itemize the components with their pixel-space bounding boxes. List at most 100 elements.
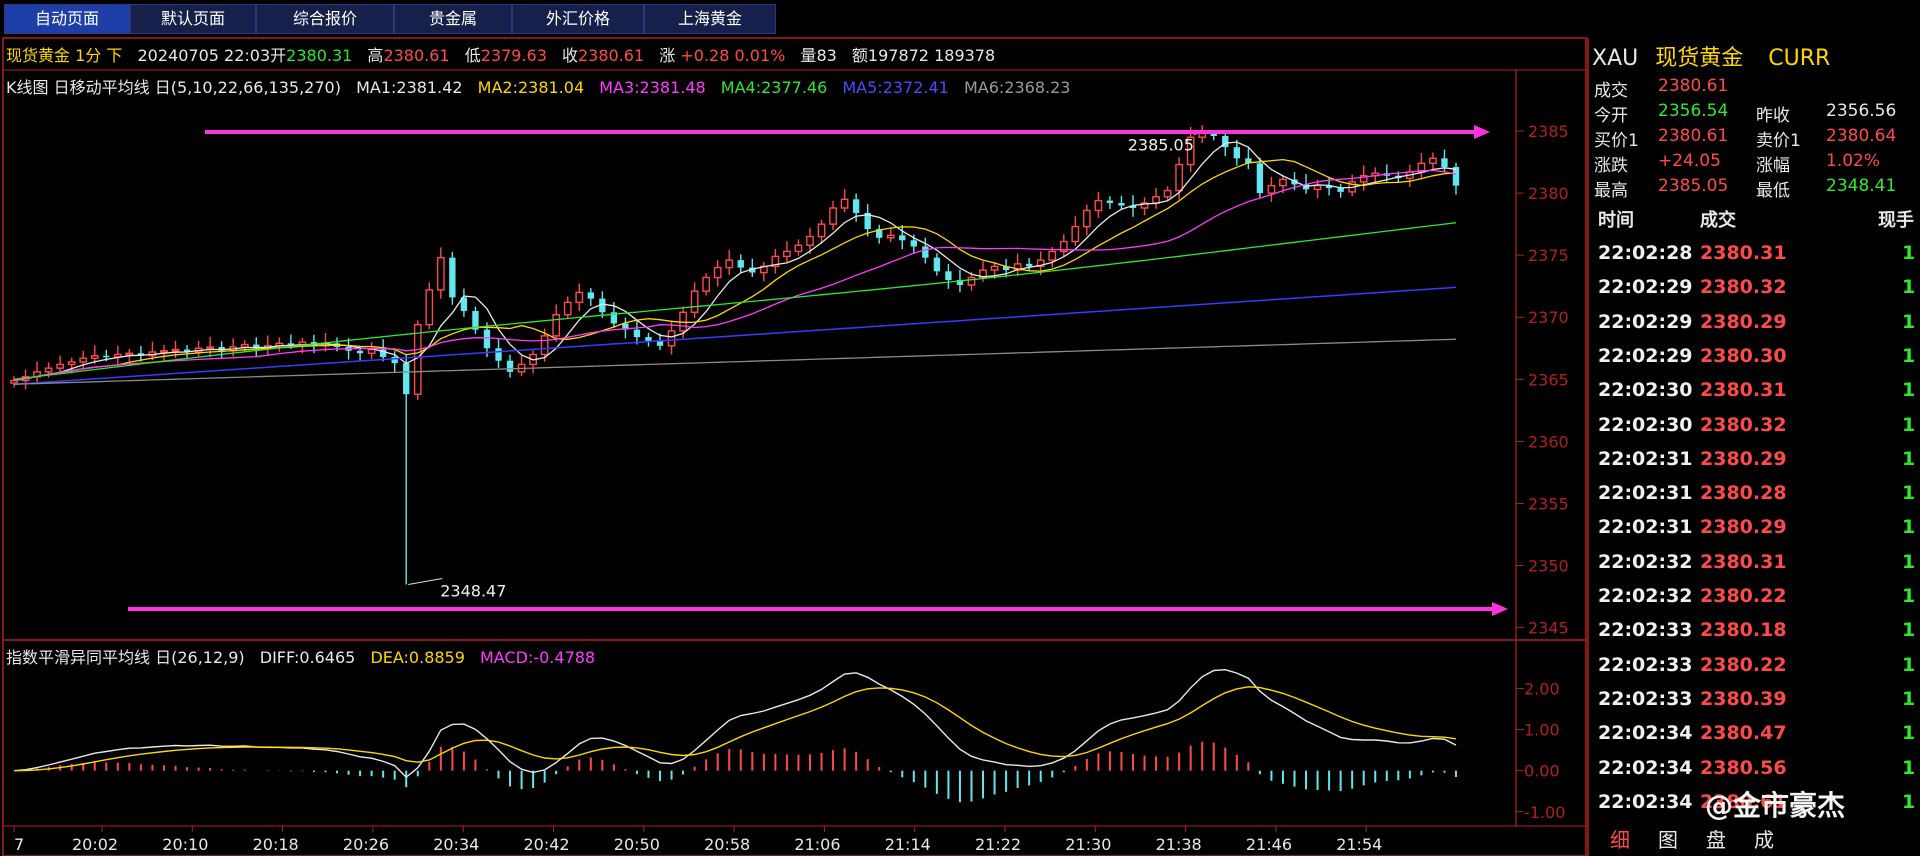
x-tick-label: 21:46: [1246, 835, 1292, 854]
x-tick-label: 20:18: [253, 835, 299, 854]
ma1-legend: MA1:2381.42: [356, 78, 463, 97]
ma5-legend: MA5:2372.41: [842, 78, 949, 97]
x-tick-label: 20:02: [72, 835, 118, 854]
ma2-line: [13, 158, 1457, 382]
x-tick-label: 21:06: [794, 835, 840, 854]
quote-value: 2348.41: [1826, 176, 1897, 196]
tick-time: 22:02:31: [1598, 447, 1693, 470]
tick-row: 22:02:30 2380.32 1: [1590, 414, 1920, 448]
low-value: 2379.63: [480, 46, 547, 65]
time-axis: 7 20:02 20:10 20:18 20:26 20:34 20:42 20:50 20:5…: [13, 826, 1382, 854]
candle-body-up: [1071, 225, 1080, 243]
tab-chart[interactable]: 图: [1658, 828, 1678, 852]
tick-volume: 1: [1902, 722, 1916, 745]
ma1-line: [13, 141, 1457, 382]
tick-price: 2380.31: [1700, 379, 1787, 402]
low-annotation: 2348.47: [440, 582, 506, 601]
change-label: 涨: [659, 46, 676, 65]
candle-body-up: [575, 291, 584, 304]
tick-volume: 1: [1902, 276, 1916, 299]
quote-panel: XAU 现货黄金 CURR 成交 2380.61 今开 2356.54 昨收 2356.5…: [1590, 36, 1920, 856]
candle-body-down: [1256, 163, 1264, 194]
y-tick-label: 2355: [1528, 494, 1569, 513]
candle-body-up: [725, 259, 734, 269]
quote-label: 今开: [1594, 106, 1628, 126]
diff-legend: DIFF:0.6465: [259, 648, 356, 667]
quote-value: 2380.61: [1658, 126, 1729, 146]
tick-time: 22:02:29: [1598, 276, 1693, 299]
candle-body-down: [356, 350, 364, 354]
quote-label: 成交: [1594, 81, 1628, 101]
tick-time: 22:02:31: [1598, 516, 1693, 539]
tick-row: 22:02:30 2380.31 1: [1590, 379, 1920, 413]
candle-body-down: [379, 349, 387, 357]
top-tab-bar: 自动页面 默认页面 综合报价 贵金属 外汇价格 上海黄金: [0, 0, 1920, 36]
kline-title: K线图: [6, 78, 49, 97]
candle-body-up: [967, 276, 976, 286]
symbol-code: XAU: [1592, 46, 1639, 71]
tick-row: 22:02:33 2380.18 1: [1590, 619, 1920, 653]
x-tick-label: 21:54: [1336, 835, 1382, 854]
tick-volume: 1: [1902, 447, 1916, 470]
tick-row: 22:02:31 2380.29 1: [1590, 516, 1920, 550]
candle-body-up: [56, 363, 65, 369]
quote-value: 2356.54: [1658, 101, 1729, 121]
x-tick-label: 21:14: [885, 835, 931, 854]
quote-label: 最高: [1594, 181, 1628, 201]
x-tick-label: 20:10: [162, 835, 208, 854]
tick-time: 22:02:33: [1598, 687, 1693, 710]
candle-body-down: [1441, 158, 1448, 168]
candle-body-up: [425, 289, 434, 326]
tab-forex-price[interactable]: 外汇价格: [512, 4, 644, 34]
outer-border: [2, 37, 1587, 856]
panel-title: XAU 现货黄金 CURR: [1592, 40, 1830, 72]
tab-detail[interactable]: 细: [1610, 828, 1630, 852]
candle-body-down: [1025, 263, 1033, 267]
tick-price: 2380.32: [1700, 276, 1787, 299]
quote-value: 1.02%: [1826, 151, 1881, 171]
candle-body-down: [910, 240, 917, 247]
tick-volume: 1: [1902, 413, 1916, 436]
candle-body-up: [702, 276, 711, 292]
lower-range-arrow-head: [1492, 602, 1508, 616]
candle-body-up: [171, 348, 180, 352]
candle-body-up: [1313, 184, 1322, 191]
ma4-line: [13, 222, 1457, 380]
y-tick-label: 2370: [1528, 308, 1569, 327]
candle-body-up: [206, 346, 214, 350]
tick-row: 22:02:33 2380.22 1: [1590, 654, 1920, 688]
tick-time: 22:02:34: [1598, 756, 1693, 779]
macd-y-tick-label: 0.00: [1524, 762, 1560, 781]
candle-body-up: [1059, 240, 1068, 253]
candle-body-down: [1245, 158, 1252, 164]
tick-volume: 1: [1902, 516, 1916, 539]
tab-default-page[interactable]: 默认页面: [130, 4, 256, 34]
tab-precious-metals[interactable]: 贵金属: [394, 4, 512, 34]
price-axis: 2385 2380 2375 2370 2365 2360 2355 2350 2345 2.00…: [1516, 122, 1569, 822]
tick-row: 22:02:31 2380.29 1: [1590, 448, 1920, 482]
tick-time: 22:02:29: [1598, 310, 1693, 333]
candle-body-up: [690, 290, 699, 313]
macd-params: 日(26,12,9): [155, 648, 245, 667]
tab-composite-quote[interactable]: 综合报价: [256, 4, 394, 34]
tick-row: 22:02:34 2380.61 1: [1590, 791, 1920, 825]
tick-volume: 1: [1902, 344, 1916, 367]
candle-body-down: [1118, 203, 1125, 206]
x-tick-label: 20:26: [343, 835, 389, 854]
candle-body-up: [44, 367, 53, 373]
tab-book[interactable]: 盘: [1706, 828, 1726, 852]
candle-body-down: [391, 356, 398, 364]
tick-price: 2380.56: [1700, 756, 1787, 779]
candle-body-down: [876, 229, 883, 238]
tab-auto-page[interactable]: 自动页面: [4, 4, 130, 34]
candle-body-down: [922, 246, 929, 258]
candle-body-up: [840, 198, 849, 209]
tab-shanghai-gold[interactable]: 上海黄金: [644, 4, 776, 34]
period-mark: 下: [106, 46, 123, 65]
candle-body-up: [1163, 189, 1172, 198]
watermark: @金市豪杰: [1705, 789, 1846, 822]
moving-average-lines: [13, 141, 1457, 386]
macd-y-tick-label: -1.00: [1524, 803, 1565, 822]
tab-trades[interactable]: 成: [1754, 828, 1774, 852]
